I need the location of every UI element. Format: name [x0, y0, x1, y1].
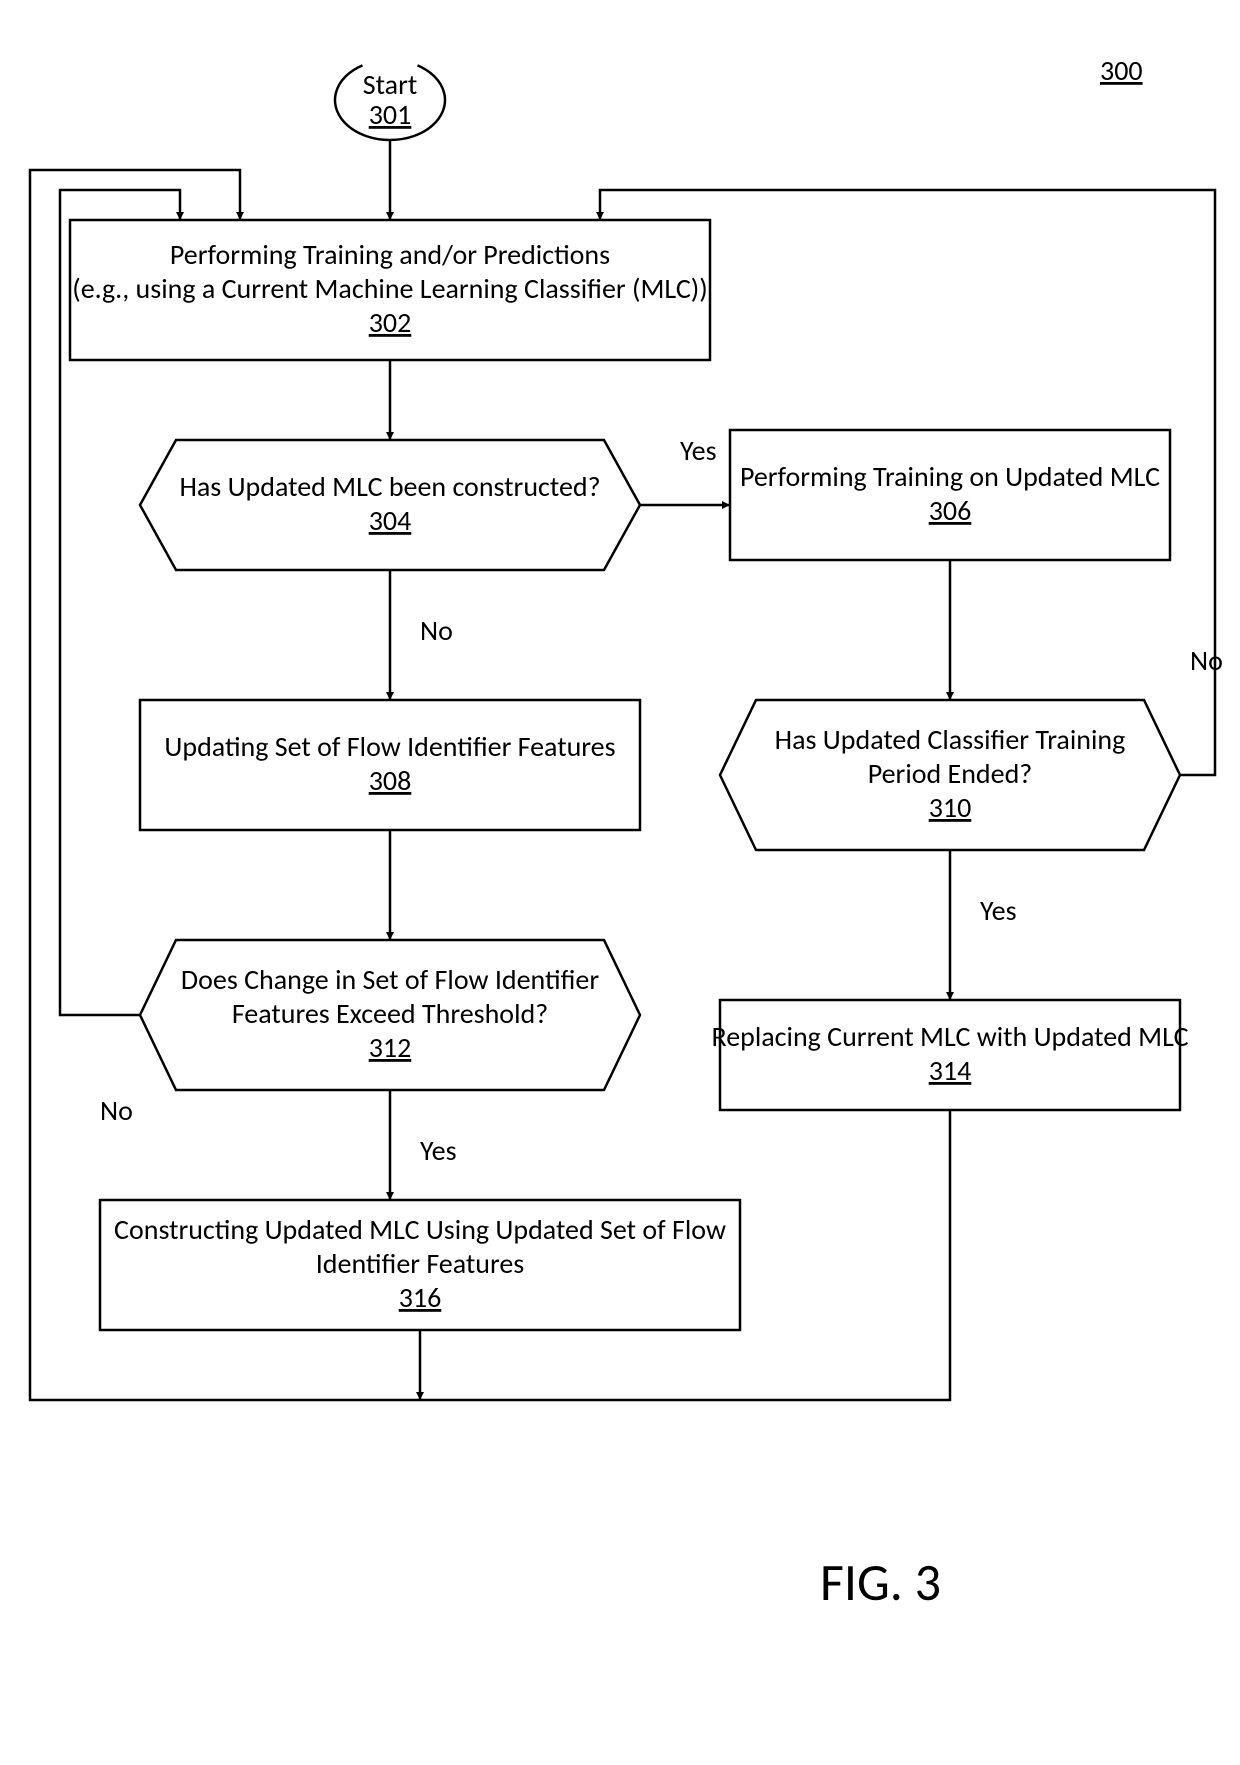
svg-text:No: No — [420, 613, 453, 648]
edge: Yes — [390, 1090, 457, 1200]
svg-text:Period Ended?: Period Ended? — [868, 756, 1033, 791]
node-n310: Has Updated Classifier TrainingPeriod En… — [720, 700, 1180, 850]
svg-text:Has Updated Classifier Trainin: Has Updated Classifier Training — [775, 722, 1126, 757]
svg-text:Has Updated MLC been construct: Has Updated MLC been constructed? — [179, 469, 600, 504]
edge: No — [390, 570, 453, 700]
node-n312: Does Change in Set of Flow IdentifierFea… — [140, 940, 640, 1090]
node-n308: Updating Set of Flow Identifier Features… — [140, 700, 640, 830]
svg-text:Does Change in Set of Flow Ide: Does Change in Set of Flow Identifier — [181, 962, 599, 997]
svg-text:306: 306 — [929, 493, 972, 528]
svg-text:314: 314 — [929, 1053, 972, 1088]
node-n304: Has Updated MLC been constructed?304 — [140, 440, 640, 570]
node-n314: Replacing Current MLC with Updated MLC31… — [711, 1000, 1188, 1110]
svg-text:310: 310 — [929, 790, 972, 825]
node-n302: Performing Training and/or Predictions(e… — [70, 220, 710, 360]
figure-label: FIG. 3 — [820, 1550, 941, 1614]
svg-text:Performing Training on Updated: Performing Training on Updated MLC — [740, 459, 1160, 494]
svg-text:312: 312 — [369, 1030, 412, 1065]
edge: Yes — [640, 433, 730, 505]
svg-text:Yes: Yes — [680, 433, 717, 468]
edge: No — [60, 190, 180, 1128]
svg-text:Identifier Features: Identifier Features — [316, 1246, 525, 1281]
svg-text:316: 316 — [399, 1280, 442, 1315]
edge: Yes — [950, 850, 1017, 1000]
node-n316: Constructing Updated MLC Using Updated S… — [100, 1200, 740, 1330]
svg-text:Features Exceed Threshold?: Features Exceed Threshold? — [232, 996, 548, 1031]
svg-text:Performing Training and/or Pre: Performing Training and/or Predictions — [170, 237, 610, 272]
svg-text:Replacing Current MLC with Upd: Replacing Current MLC with Updated MLC — [711, 1019, 1188, 1054]
svg-text:301: 301 — [369, 97, 412, 132]
node-start: Start301 — [335, 65, 445, 140]
svg-text:(e.g., using a Current Machine: (e.g., using a Current Machine Learning … — [72, 271, 708, 306]
node-n306: Performing Training on Updated MLC306 — [730, 430, 1170, 560]
svg-text:No: No — [1190, 643, 1223, 678]
svg-text:Yes: Yes — [420, 1133, 457, 1168]
figure-reference: 300 — [1100, 53, 1143, 88]
svg-text:Constructing Updated MLC Using: Constructing Updated MLC Using Updated S… — [114, 1212, 726, 1247]
svg-text:Yes: Yes — [980, 893, 1017, 928]
svg-text:No: No — [100, 1093, 133, 1128]
svg-text:Updating Set of Flow Identifie: Updating Set of Flow Identifier Features — [164, 729, 615, 764]
svg-text:304: 304 — [369, 503, 412, 538]
svg-text:308: 308 — [369, 763, 412, 798]
svg-text:302: 302 — [369, 305, 412, 340]
